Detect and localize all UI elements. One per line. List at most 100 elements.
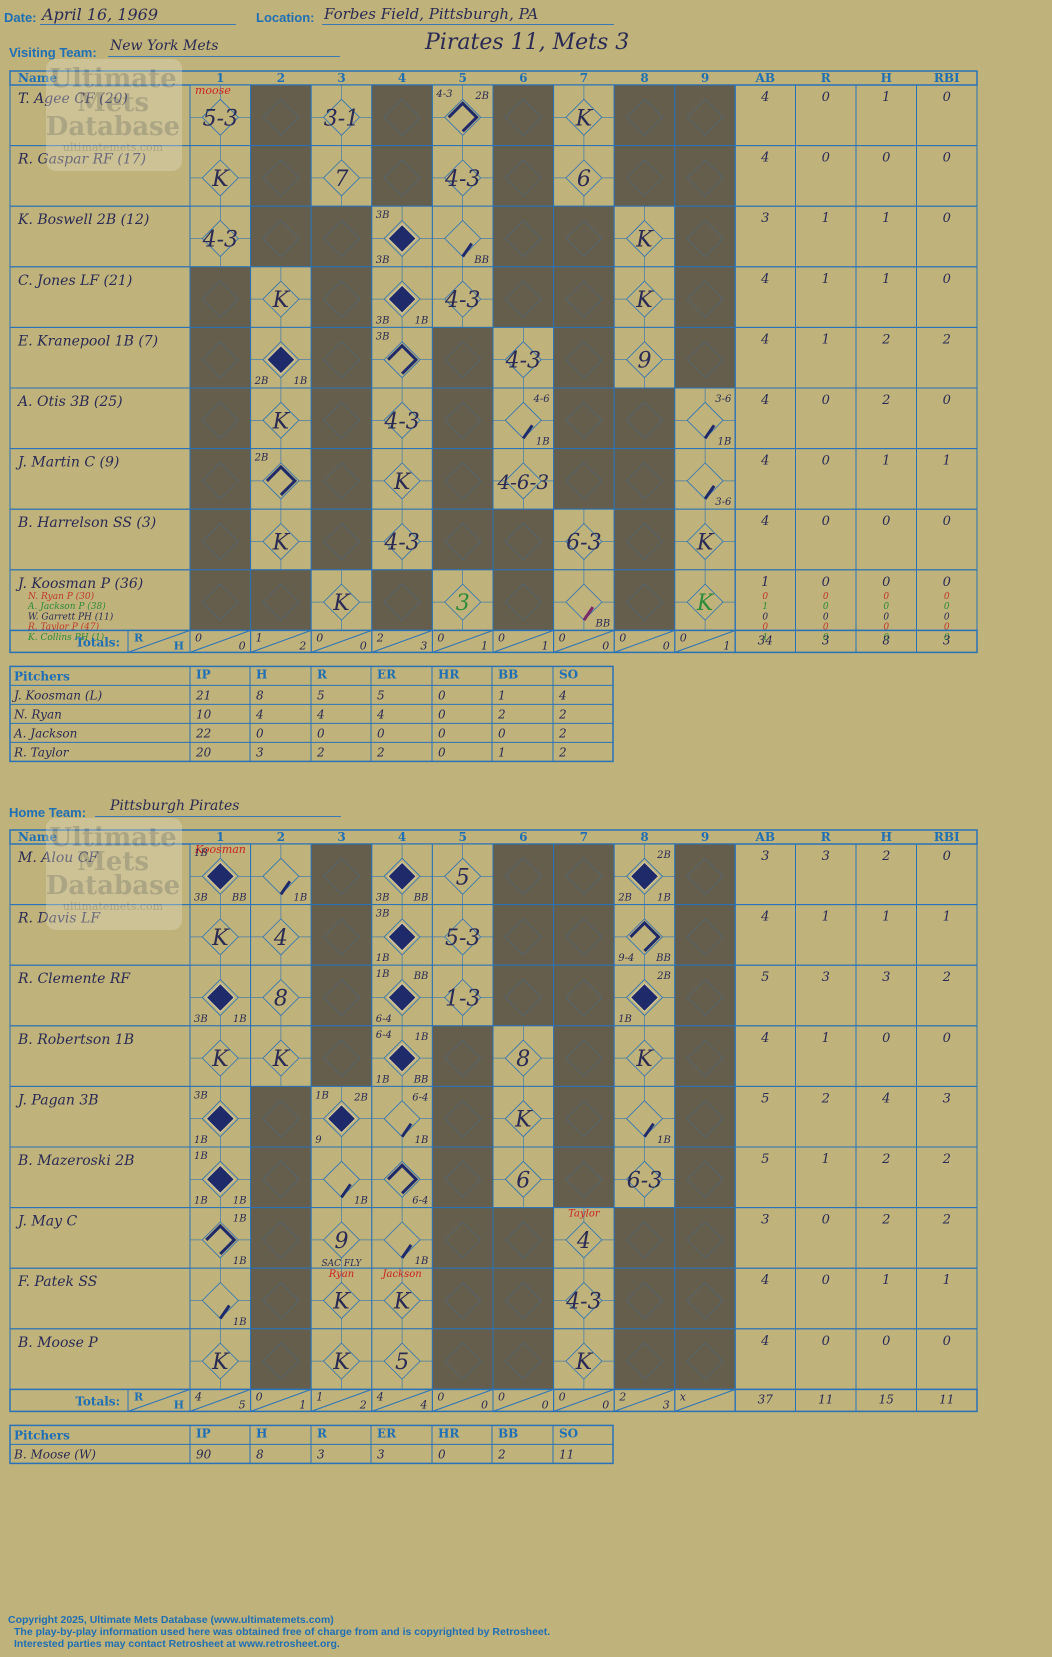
inning-cell xyxy=(310,448,373,510)
watermark-text: Database xyxy=(46,871,180,901)
pitcher-stat: 2 xyxy=(316,745,325,759)
play-result: 4 xyxy=(273,926,288,951)
pitcher-name: N. Ryan xyxy=(13,707,62,721)
stat-value: 0 xyxy=(943,393,951,408)
totals-key-slash xyxy=(127,629,191,653)
inning-cell xyxy=(553,843,615,906)
inning-cell xyxy=(613,145,676,207)
stat-value: 4 xyxy=(881,1091,890,1106)
runner-path xyxy=(447,101,479,133)
stat-value: 1 xyxy=(822,211,830,226)
inning-total-slash xyxy=(674,629,736,653)
inning-cell xyxy=(189,266,252,328)
stat-value: 2 xyxy=(881,849,890,864)
inning-cell xyxy=(613,84,676,147)
play-note: 1B xyxy=(657,893,671,904)
pitcher-stat: 2 xyxy=(558,745,567,759)
play-note: 1B xyxy=(194,1135,208,1146)
play-result: K xyxy=(272,1047,291,1072)
play-result: K xyxy=(332,591,351,616)
play-result: 4-6-3 xyxy=(496,470,549,494)
play-result: 9 xyxy=(638,349,652,374)
totals-label: Totals: xyxy=(75,635,120,649)
pitcher-stat: 3 xyxy=(317,1447,325,1461)
diamond xyxy=(686,1039,724,1077)
inning-runs: 1 xyxy=(316,1390,323,1403)
sub-stat: 0 xyxy=(823,633,829,643)
diamond xyxy=(686,918,724,956)
diamond xyxy=(565,857,603,895)
inning-cell xyxy=(613,569,676,631)
play-note: 3-6 xyxy=(715,497,732,508)
diamond xyxy=(686,220,724,257)
inning-total-slash xyxy=(492,629,554,653)
diamond xyxy=(323,401,360,439)
inning-cell xyxy=(431,1267,494,1330)
play-result: 4-3 xyxy=(202,228,238,253)
play-note: 1B xyxy=(315,1090,329,1101)
stat-value: 1 xyxy=(943,910,951,925)
pitcher-stat-header: SO xyxy=(559,1426,578,1440)
play-result: 6 xyxy=(516,1168,530,1193)
stat-value: 4 xyxy=(760,1273,769,1288)
game-location: Forbes Field, Pittsburgh, PA xyxy=(324,5,539,23)
inning-cell xyxy=(613,1328,676,1390)
inning-cell xyxy=(553,1025,615,1087)
totals-row xyxy=(9,629,978,654)
diamond xyxy=(262,1342,300,1380)
inning-runs: 1 xyxy=(256,631,263,644)
diamond xyxy=(686,280,724,318)
inning-hits: 0 xyxy=(481,1398,488,1411)
diamond xyxy=(626,98,663,136)
diamond xyxy=(262,1221,300,1259)
sub-name: W. Garrett PH (11) xyxy=(28,611,114,622)
opposing-pitcher-note: moose xyxy=(195,84,231,97)
inning-runs: x xyxy=(680,1390,687,1403)
pitcher-stat-header: SO xyxy=(559,667,578,681)
play-note: 1B xyxy=(376,1074,390,1085)
diamond xyxy=(444,1282,482,1319)
pitcher-stat: 0 xyxy=(256,726,264,740)
runner-path xyxy=(205,1223,237,1255)
sub-name: K. Collins PH (1) xyxy=(27,632,105,643)
pitcher-stat-header: ER xyxy=(377,667,397,681)
play-note: 3-6 xyxy=(715,394,732,405)
diamond xyxy=(504,98,542,136)
inning-cell xyxy=(310,1025,373,1087)
diamond xyxy=(565,220,603,257)
diamond xyxy=(444,1039,482,1077)
diamond xyxy=(686,1282,724,1319)
play-note: 1B xyxy=(233,1214,247,1225)
sub-stat: 0 xyxy=(883,623,889,633)
stat-value: 4 xyxy=(760,332,769,347)
inning-header: 5 xyxy=(459,71,467,85)
diamond xyxy=(201,857,239,895)
play-note: 6-4 xyxy=(412,1092,428,1103)
inning-cell xyxy=(250,145,312,207)
diamond xyxy=(565,1100,603,1138)
diamond xyxy=(504,1221,542,1259)
pitcher-stat: 4 xyxy=(376,707,385,721)
runner-path xyxy=(387,343,419,375)
stat-value: 0 xyxy=(943,90,951,105)
inning-header: 3 xyxy=(337,71,345,85)
batter-name: M. Alou CF xyxy=(17,850,99,866)
on-base-line xyxy=(643,1122,655,1138)
play-result: K xyxy=(211,1350,230,1375)
stat-value: 3 xyxy=(822,970,830,985)
run-scored-diamond xyxy=(387,982,417,1013)
diamond xyxy=(262,1282,300,1319)
inning-cell xyxy=(553,387,615,450)
inning-header: 8 xyxy=(640,71,648,85)
inning-cell xyxy=(310,964,373,1027)
sub-name: A. Jackson P (38) xyxy=(27,601,106,612)
inning-total-slash xyxy=(432,1388,494,1412)
stat-value: 0 xyxy=(943,849,951,864)
inning-cell xyxy=(250,1328,312,1390)
stat-value: 2 xyxy=(942,970,951,985)
inning-cell xyxy=(553,1146,615,1209)
diamond xyxy=(625,857,664,895)
totals-label: Totals: xyxy=(75,1394,120,1408)
